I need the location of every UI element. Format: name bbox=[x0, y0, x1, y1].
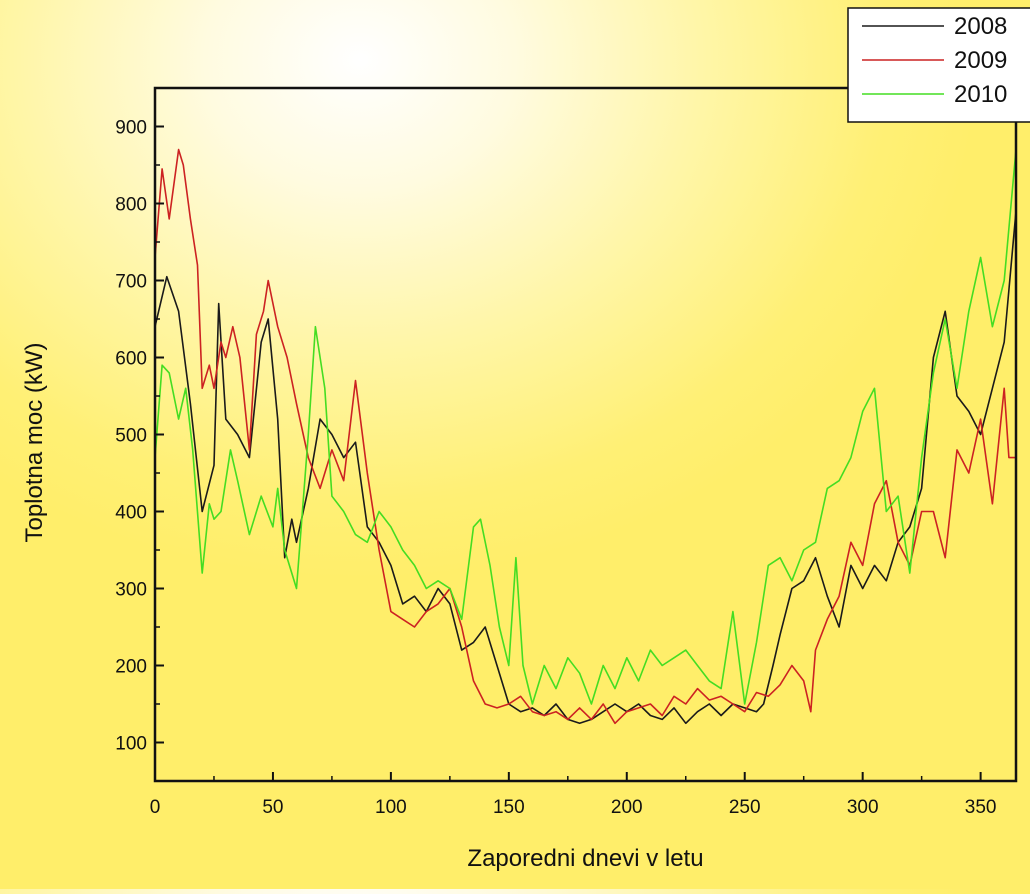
series-line-2008 bbox=[154, 211, 1017, 725]
series-line-2010 bbox=[154, 149, 1017, 705]
y-tick-label: 800 bbox=[115, 195, 147, 216]
y-tick-label: 100 bbox=[115, 734, 147, 755]
x-tick-label: 200 bbox=[611, 797, 643, 818]
legend-box bbox=[847, 7, 1030, 123]
y-tick-label: 700 bbox=[115, 272, 147, 293]
legend: 2008 2009 2010 bbox=[847, 7, 1030, 123]
y-tick-label: 900 bbox=[115, 118, 147, 139]
x-tick-label: 50 bbox=[262, 797, 283, 818]
y-axis-title: Toplotna moc (kW) bbox=[21, 342, 48, 542]
legend-label-2009: 2009 bbox=[954, 47, 1007, 74]
x-tick-label: 0 bbox=[150, 797, 161, 818]
ticks-layer: 0 50 100 150 200 250 300 350 100 200 300 400 500 600 7… bbox=[115, 87, 997, 818]
x-tick-label: 300 bbox=[847, 797, 879, 818]
y-tick-label: 300 bbox=[115, 580, 147, 601]
plot-frame bbox=[153, 86, 1018, 783]
y-tick-label: 400 bbox=[115, 503, 147, 524]
x-tick-label: 250 bbox=[729, 797, 761, 818]
series-layer bbox=[154, 148, 1017, 725]
y-tick-label: 500 bbox=[115, 426, 147, 447]
x-tick-label: 150 bbox=[493, 797, 525, 818]
x-tick-label: 100 bbox=[375, 797, 407, 818]
x-tick-label: 350 bbox=[965, 797, 997, 818]
legend-label-2008: 2008 bbox=[954, 13, 1007, 40]
series-line-2009 bbox=[154, 148, 1016, 725]
y-tick-label: 600 bbox=[115, 349, 147, 370]
x-axis-title: Zaporedni dnevi v letu bbox=[467, 845, 703, 872]
y-tick-label: 200 bbox=[115, 657, 147, 678]
legend-label-2010: 2010 bbox=[954, 81, 1007, 108]
